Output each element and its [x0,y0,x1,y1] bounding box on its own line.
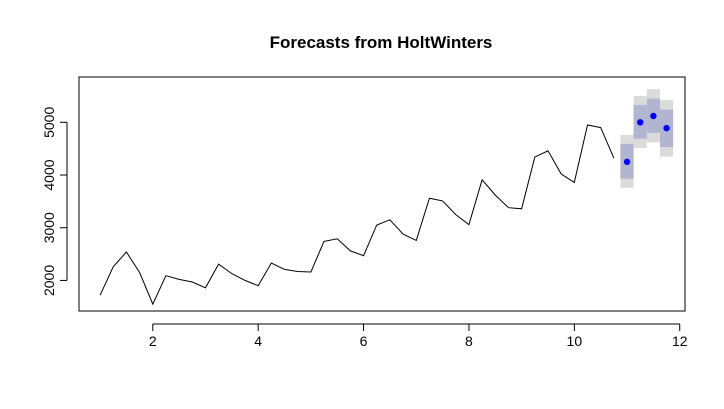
x-tick-label: 4 [254,333,262,349]
x-tick-label: 2 [149,333,157,349]
forecast-point [650,112,657,120]
plot-frame [78,76,686,312]
forecast-point [637,119,644,126]
forecast-points [623,112,670,166]
observed-series [99,124,615,306]
observed-line [99,124,615,306]
y-tick-label: 2000 [41,265,57,296]
y-axis: 2000 3000 4000 5000 [41,107,68,296]
x-tick-label: 12 [672,333,688,349]
prediction-intervals [620,89,674,188]
y-tick-label: 3000 [41,212,57,243]
x-tick-label: 6 [360,333,368,349]
forecast-point [623,158,631,166]
forecast-point [663,124,670,132]
x-axis: 2 4 6 8 10 12 [149,323,688,349]
y-tick-label: 4000 [41,159,57,190]
y-tick-label: 5000 [41,107,57,138]
chart-title: Forecasts from HoltWinters [270,33,493,52]
x-tick-label: 10 [567,333,583,349]
x-tick-label: 8 [465,333,473,349]
